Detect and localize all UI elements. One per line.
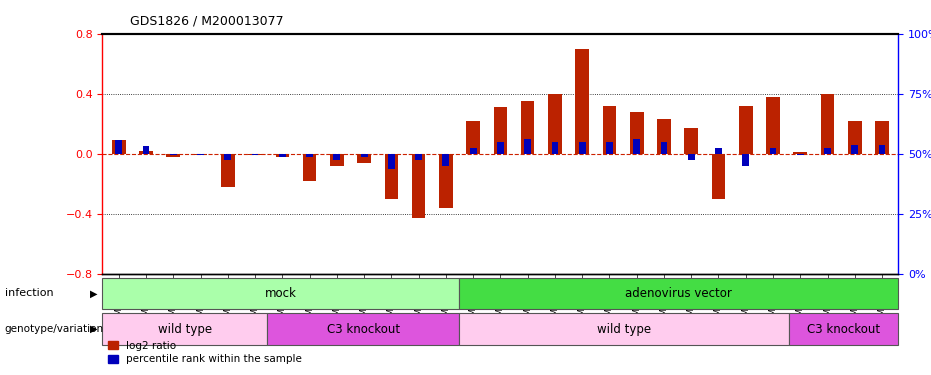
Bar bbox=[606, 142, 613, 154]
Bar bbox=[688, 154, 695, 160]
Text: ▶: ▶ bbox=[90, 288, 98, 298]
Bar bbox=[249, 154, 262, 155]
Bar bbox=[115, 140, 122, 154]
Bar bbox=[851, 145, 858, 154]
Bar bbox=[524, 139, 531, 154]
Bar bbox=[388, 154, 395, 169]
Text: ▶: ▶ bbox=[90, 324, 98, 334]
Bar bbox=[575, 49, 589, 154]
Bar bbox=[821, 94, 834, 154]
Text: infection: infection bbox=[5, 288, 53, 298]
Bar bbox=[797, 154, 803, 155]
Bar bbox=[224, 154, 231, 160]
Bar bbox=[551, 142, 559, 154]
Bar bbox=[602, 106, 616, 154]
Bar bbox=[142, 146, 150, 154]
Text: wild type: wild type bbox=[157, 322, 212, 336]
Bar bbox=[548, 94, 561, 154]
Bar bbox=[715, 148, 722, 154]
Bar bbox=[742, 154, 749, 166]
Bar bbox=[630, 112, 643, 154]
Bar bbox=[167, 154, 180, 157]
Bar bbox=[112, 140, 126, 154]
Text: adenovirus vector: adenovirus vector bbox=[626, 287, 733, 300]
Bar bbox=[306, 154, 313, 157]
Bar bbox=[197, 154, 204, 155]
Text: C3 knockout: C3 knockout bbox=[327, 322, 399, 336]
Bar bbox=[459, 313, 789, 345]
Bar bbox=[194, 154, 208, 155]
Bar bbox=[789, 313, 898, 345]
Bar bbox=[739, 106, 752, 154]
Bar bbox=[169, 154, 177, 155]
Text: wild type: wild type bbox=[597, 322, 651, 336]
Text: genotype/variation: genotype/variation bbox=[5, 324, 103, 334]
Bar bbox=[276, 154, 290, 157]
Bar bbox=[102, 278, 459, 309]
Bar bbox=[824, 148, 831, 154]
Bar bbox=[770, 148, 776, 154]
Bar bbox=[330, 154, 344, 166]
Bar bbox=[470, 148, 477, 154]
Text: C3 knockout: C3 knockout bbox=[807, 322, 880, 336]
Bar bbox=[267, 313, 459, 345]
Bar bbox=[633, 139, 641, 154]
Bar bbox=[360, 154, 368, 157]
Bar bbox=[442, 154, 450, 166]
Bar bbox=[459, 278, 898, 309]
Bar bbox=[711, 154, 725, 199]
Bar bbox=[415, 154, 422, 160]
Bar bbox=[251, 154, 259, 155]
Bar bbox=[661, 142, 668, 154]
Bar bbox=[793, 152, 807, 154]
Bar bbox=[102, 313, 267, 345]
Bar bbox=[520, 101, 534, 154]
Bar bbox=[766, 97, 780, 154]
Bar bbox=[466, 121, 480, 154]
Text: mock: mock bbox=[265, 287, 297, 300]
Bar bbox=[684, 128, 698, 154]
Bar bbox=[279, 154, 286, 157]
Text: GDS1826 / M200013077: GDS1826 / M200013077 bbox=[130, 15, 284, 28]
Bar bbox=[579, 142, 586, 154]
Bar bbox=[412, 154, 425, 218]
Bar bbox=[140, 151, 153, 154]
Bar bbox=[303, 154, 317, 181]
Bar bbox=[493, 107, 507, 154]
Bar bbox=[848, 121, 861, 154]
Bar bbox=[497, 142, 504, 154]
Bar bbox=[875, 121, 889, 154]
Bar bbox=[439, 154, 452, 208]
Bar bbox=[333, 154, 340, 160]
Bar bbox=[385, 154, 398, 199]
Bar bbox=[221, 154, 235, 187]
Bar bbox=[358, 154, 371, 163]
Legend: log2 ratio, percentile rank within the sample: log2 ratio, percentile rank within the s… bbox=[108, 341, 303, 364]
Bar bbox=[879, 145, 885, 154]
Bar bbox=[657, 119, 671, 154]
